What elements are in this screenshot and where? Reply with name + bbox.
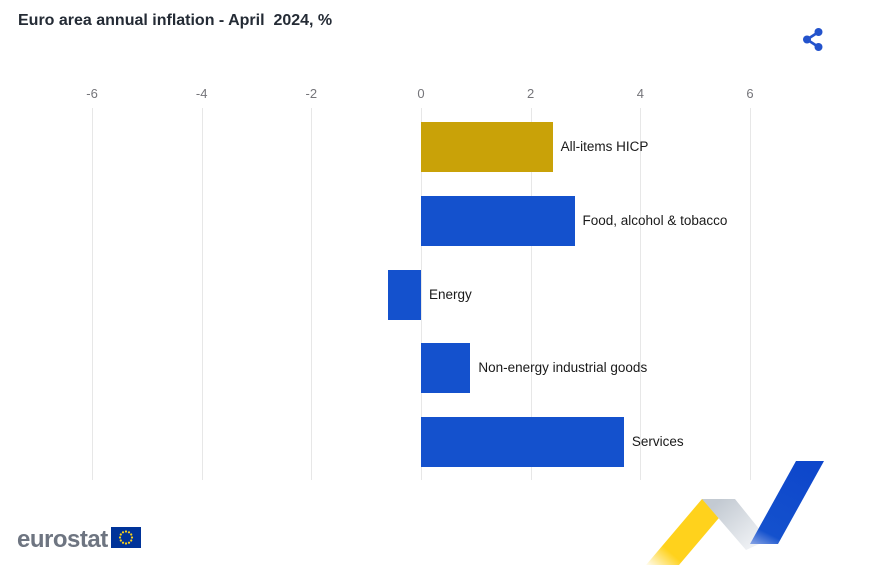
eurostat-logo-text: eurostat (17, 526, 108, 553)
axis-tick-label: -4 (195, 86, 208, 101)
axis-tick-label: 2 (527, 86, 535, 101)
category-label: Energy (429, 286, 472, 302)
bar-food-alcohol-tobacco[interactable] (421, 195, 575, 246)
axis-tick-label: 0 (417, 86, 425, 101)
axis-tick-label: 4 (636, 86, 644, 101)
eurostat-logo[interactable]: eurostat (17, 527, 141, 553)
trend-arrow-decoration (646, 452, 831, 577)
category-label: All-items HICP (560, 139, 649, 154)
bar-all-items-hicp[interactable] (421, 122, 553, 172)
gridline (201, 108, 203, 480)
bar-non-energy-industrial-goods[interactable] (421, 343, 471, 394)
eu-flag-icon (110, 527, 141, 553)
share-icon (802, 28, 824, 54)
axis-tick-label: -2 (305, 86, 318, 101)
chart-title: Euro area annual inflation - April 2024,… (18, 12, 333, 29)
gridline (421, 108, 422, 480)
gridline (640, 108, 642, 480)
bar-energy[interactable] (388, 269, 421, 320)
category-label: Food, alcohol & tobacco (582, 212, 728, 228)
category-label: Services (631, 434, 684, 449)
category-label: Non-energy industrial goods (478, 360, 648, 376)
gridline (530, 108, 532, 480)
share-button[interactable] (799, 25, 827, 53)
gridline (311, 108, 313, 480)
gridline (92, 108, 94, 480)
gridline (749, 108, 751, 480)
bar-services[interactable] (421, 417, 624, 467)
axis-tick-label: -6 (86, 86, 98, 101)
axis-tick-label: 6 (746, 86, 754, 101)
